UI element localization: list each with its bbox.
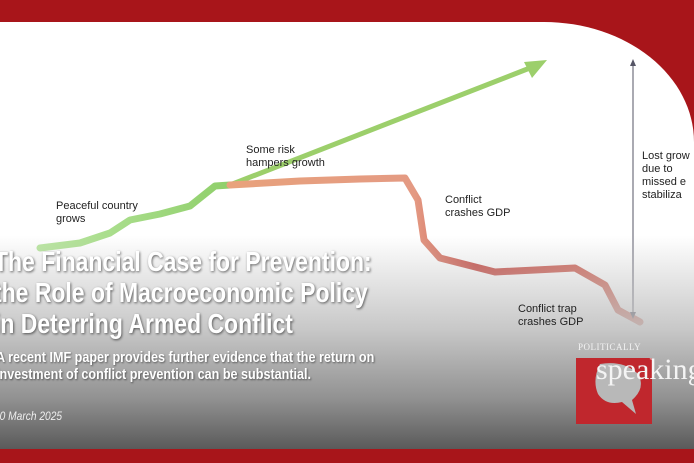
logo-top-text: POLITICALLY (578, 342, 642, 352)
summary-line: investment of conflict prevention can be… (0, 366, 312, 383)
label-risk: Some risk hampers growth (246, 144, 325, 169)
article-title[interactable]: The Financial Case for Prevention: the R… (0, 246, 372, 339)
summary-line: A recent IMF paper provides further evid… (0, 349, 375, 366)
title-line[interactable]: the Role of Macroeconomic Policy (0, 277, 368, 308)
politically-speaking-logo: POLITICALLY speaking (574, 342, 694, 428)
article-date: 10 March 2025 (0, 409, 63, 423)
speech-bubble-icon (595, 363, 641, 414)
label-conflict: Conflict crashes GDP (445, 194, 511, 219)
title-line[interactable]: The Financial Case for Prevention: (0, 246, 372, 277)
hero-card[interactable]: Peaceful country grows Some risk hampers g… (0, 22, 694, 449)
label-peaceful: Peaceful country grows (56, 200, 138, 225)
label-trap: Conflict trap crashes GDP (518, 303, 584, 328)
label-lost-growth: Lost grow due to missed e stabiliza (642, 150, 690, 201)
footer-bar (0, 449, 694, 463)
title-line[interactable]: in Deterring Armed Conflict (0, 308, 293, 339)
logo-main-text: speaking (596, 353, 694, 386)
article-summary: A recent IMF paper provides further evid… (0, 349, 374, 383)
